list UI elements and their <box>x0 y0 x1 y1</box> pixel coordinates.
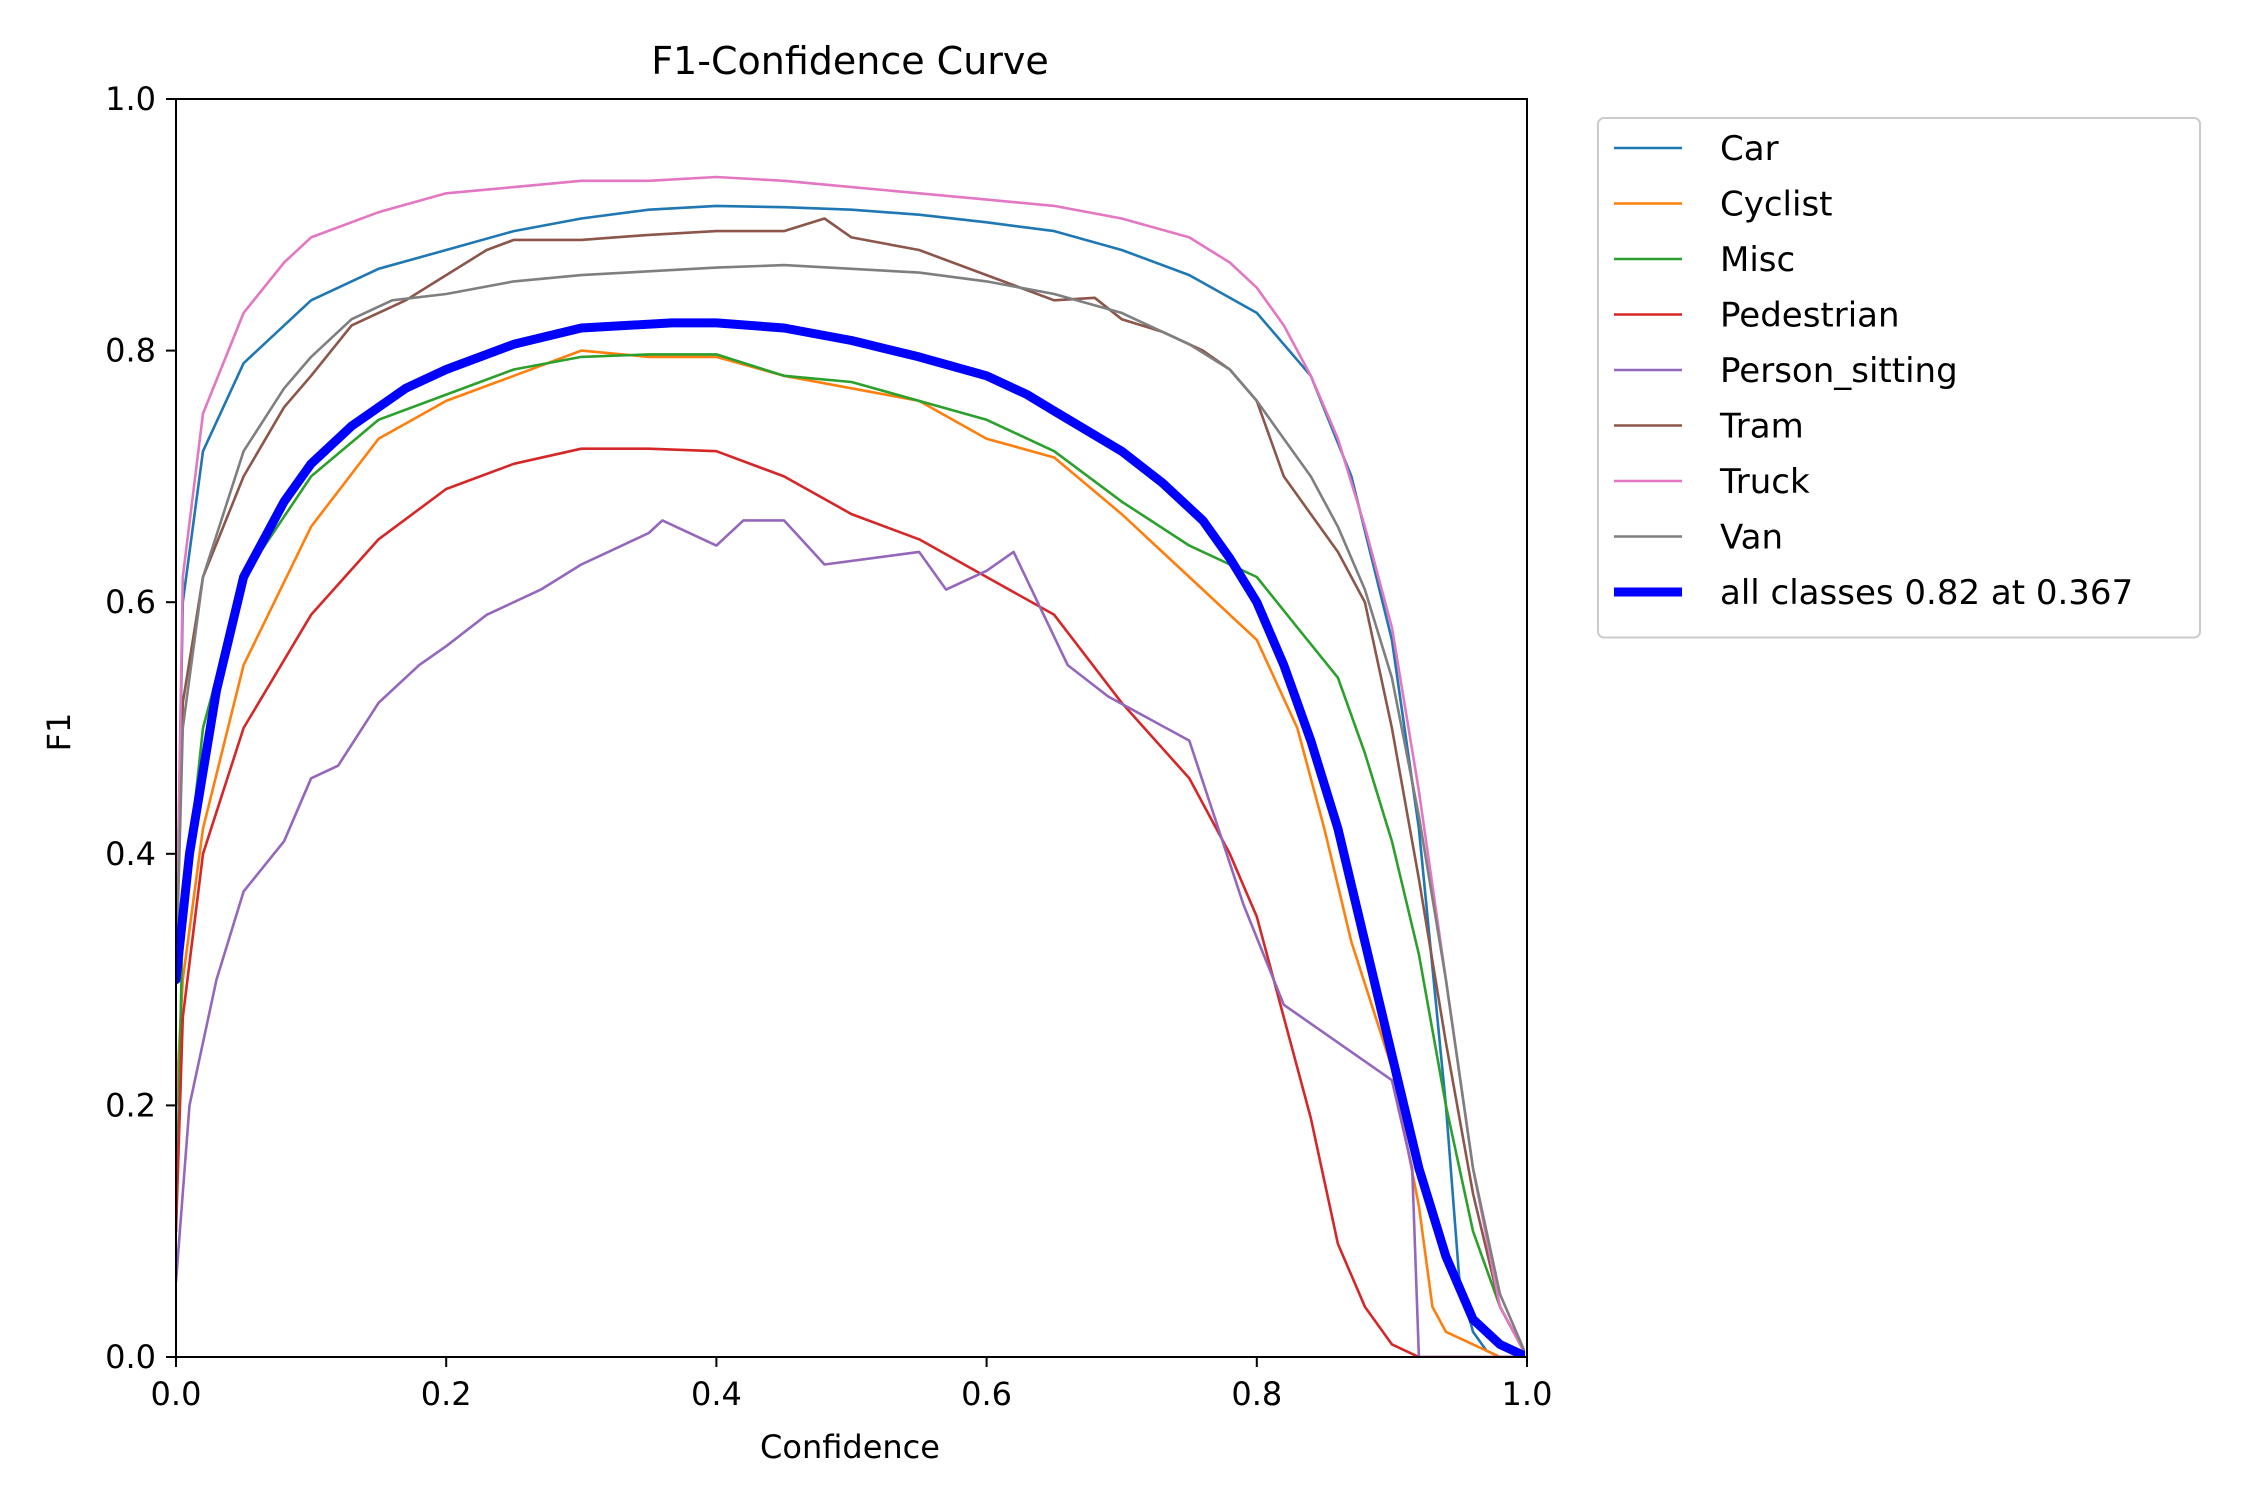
legend-entry-label: Person_sitting <box>1720 351 1958 391</box>
legend-entry-label: Truck <box>1719 462 1810 502</box>
legend-entry-label: Pedestrian <box>1720 296 1900 336</box>
legend-frame <box>1597 117 2201 639</box>
series-line-van <box>175 263 1525 1356</box>
series-line-pedestrian <box>175 447 1525 1356</box>
legend-entry-label: Van <box>1720 518 1783 558</box>
series-line-person-sitting <box>175 519 1525 1356</box>
series-line-cyclist <box>175 349 1525 1356</box>
series-line-car <box>175 204 1525 1356</box>
legend-entry-label: Tram <box>1719 407 1804 447</box>
series-line-misc <box>175 353 1525 1356</box>
y-tick-label: 0.6 <box>105 583 156 621</box>
plot-frame <box>175 98 1528 1358</box>
x-tick-label: 0.8 <box>1231 1375 1282 1413</box>
series-line-all-classes-0-82-at-0-367 <box>175 318 1525 1356</box>
y-tick-label: 0.8 <box>105 332 156 370</box>
x-tick-label: 0.2 <box>421 1375 472 1413</box>
series-lines <box>175 175 1525 1356</box>
axis-ticks: 0.0 0.2 0.4 0.6 0.8 1.0 0.0 0.2 0.4 0.6 0.8 1.0 <box>105 80 1552 1413</box>
x-tick-label: 0.4 <box>691 1375 742 1413</box>
legend-entry-label: all classes 0.82 at 0.367 <box>1720 573 2133 613</box>
legend-entry-label: Car <box>1720 129 1779 169</box>
y-axis-label: F1 <box>40 713 78 752</box>
legend: Car Cyclist Misc Pedestrian Person_sitting Tr… <box>1597 117 2201 639</box>
x-axis-label: Confidence <box>760 1428 940 1466</box>
legend-entry-label: Misc <box>1720 240 1795 280</box>
y-tick-label: 0.4 <box>105 835 156 873</box>
x-tick-label: 0.0 <box>151 1375 202 1413</box>
series-line-truck <box>175 175 1525 1356</box>
y-tick-label: 1.0 <box>105 80 156 118</box>
y-tick-label: 0.0 <box>105 1338 156 1376</box>
chart-title: F1-Confidence Curve <box>651 39 1049 83</box>
y-tick-label: 0.2 <box>105 1086 156 1124</box>
x-tick-label: 1.0 <box>1502 1375 1553 1413</box>
series-line-tram <box>175 217 1525 1356</box>
legend-entry-label: Cyclist <box>1720 185 1833 225</box>
x-tick-label: 0.6 <box>961 1375 1012 1413</box>
